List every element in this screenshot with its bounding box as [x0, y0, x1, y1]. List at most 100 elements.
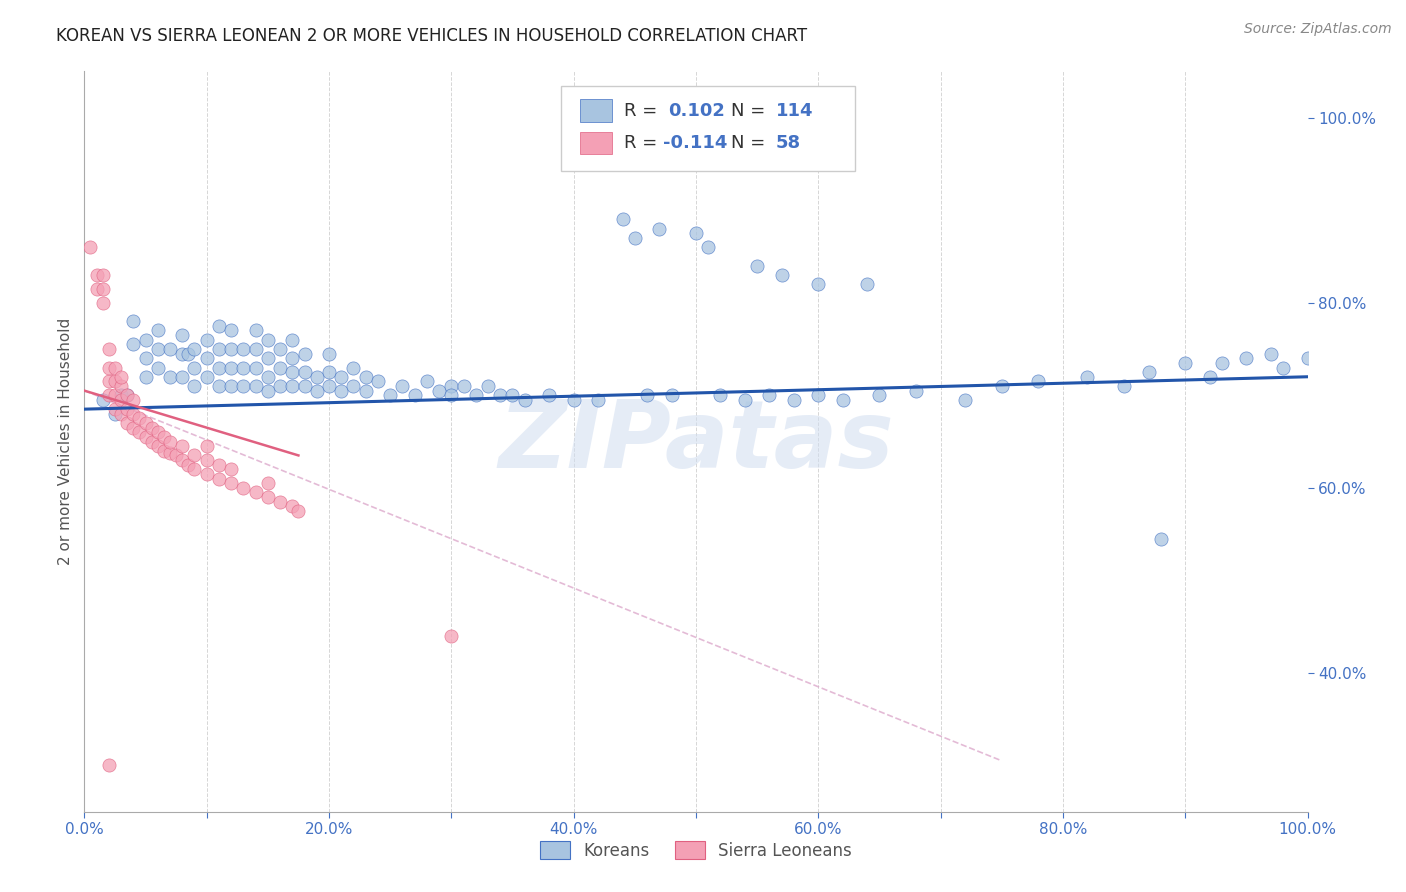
Point [146, 425, 169, 440]
Point [208, 360, 231, 375]
FancyBboxPatch shape [579, 132, 612, 154]
Point [172, 328, 194, 343]
Point [135, 369, 157, 384]
Point [477, 379, 499, 393]
Point [104, 360, 127, 375]
Point [758, 388, 780, 402]
Point [269, 379, 291, 393]
Point [195, 439, 218, 453]
Point [453, 379, 475, 393]
Point [159, 434, 181, 449]
Point [1028, 375, 1050, 389]
Point [404, 388, 426, 402]
Point [219, 323, 242, 337]
Point [122, 420, 145, 434]
Point [128, 425, 150, 440]
Point [115, 416, 138, 430]
Point [208, 472, 231, 486]
Point [104, 388, 127, 402]
Point [612, 212, 634, 227]
Text: KOREAN VS SIERRA LEONEAN 2 OR MORE VEHICLES IN HOUSEHOLD CORRELATION CHART: KOREAN VS SIERRA LEONEAN 2 OR MORE VEHIC… [56, 27, 807, 45]
Point [1211, 356, 1233, 370]
Point [1137, 365, 1160, 379]
Point [427, 384, 450, 398]
Point [97, 342, 120, 356]
Point [1260, 346, 1282, 360]
Point [294, 379, 316, 393]
Point [318, 346, 340, 360]
Point [183, 379, 205, 393]
Point [219, 342, 242, 356]
Point [232, 481, 254, 495]
Point [1150, 532, 1173, 546]
Point [183, 462, 205, 476]
Point [269, 494, 291, 508]
FancyBboxPatch shape [579, 100, 612, 121]
Point [661, 388, 683, 402]
Point [135, 333, 157, 347]
Point [177, 346, 200, 360]
Point [538, 388, 561, 402]
Text: R =: R = [624, 134, 662, 153]
Point [122, 407, 145, 421]
Point [110, 379, 132, 393]
Legend: Koreans, Sierra Leoneans: Koreans, Sierra Leoneans [533, 835, 859, 866]
Point [159, 342, 181, 356]
Text: -0.114: -0.114 [664, 134, 727, 153]
Text: 114: 114 [776, 102, 813, 120]
Point [110, 392, 132, 407]
Point [208, 379, 231, 393]
Point [305, 384, 328, 398]
Point [1114, 379, 1136, 393]
Point [648, 221, 671, 235]
Point [97, 388, 120, 402]
Point [330, 384, 353, 398]
Point [91, 268, 114, 282]
Point [208, 342, 231, 356]
Point [104, 402, 127, 417]
Point [905, 384, 928, 398]
Text: ZIPatas: ZIPatas [498, 395, 894, 488]
Point [146, 342, 169, 356]
Point [110, 369, 132, 384]
Point [172, 439, 194, 453]
Point [257, 490, 280, 504]
Point [1236, 351, 1258, 366]
Point [153, 430, 176, 444]
Point [991, 379, 1014, 393]
Point [294, 346, 316, 360]
Point [287, 504, 309, 518]
Point [104, 407, 127, 421]
Point [257, 369, 280, 384]
Point [91, 392, 114, 407]
Point [91, 295, 114, 310]
Point [354, 384, 377, 398]
Point [195, 467, 218, 481]
Text: N =: N = [731, 134, 772, 153]
Point [245, 323, 267, 337]
Point [685, 227, 707, 241]
Point [159, 369, 181, 384]
Point [208, 318, 231, 333]
Point [1272, 360, 1295, 375]
Point [257, 476, 280, 491]
Point [869, 388, 891, 402]
Point [115, 388, 138, 402]
Point [135, 416, 157, 430]
Point [318, 365, 340, 379]
Point [128, 411, 150, 425]
Point [146, 360, 169, 375]
Point [281, 379, 304, 393]
Point [195, 351, 218, 366]
Point [146, 439, 169, 453]
Point [502, 388, 524, 402]
Point [79, 240, 101, 254]
Text: R =: R = [624, 102, 662, 120]
Point [391, 379, 413, 393]
Point [172, 369, 194, 384]
Point [281, 351, 304, 366]
Point [697, 240, 720, 254]
Point [97, 758, 120, 772]
Point [281, 500, 304, 514]
Point [1076, 369, 1098, 384]
